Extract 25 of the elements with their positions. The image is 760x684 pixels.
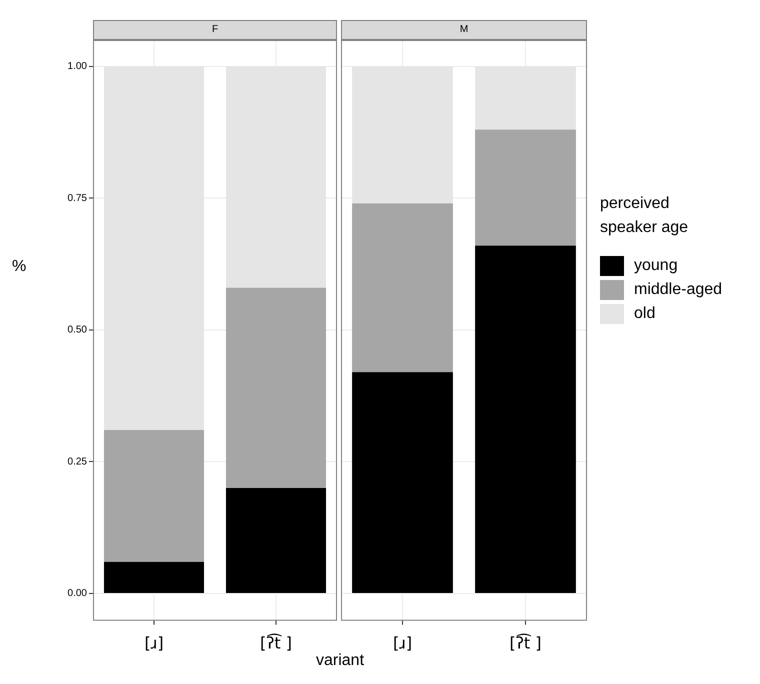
bar (475, 246, 576, 593)
bar (104, 430, 204, 562)
x-tick-label: [ʔ͡t ] (260, 634, 292, 653)
bar (352, 203, 453, 372)
x-tick-label: [ʔ͡t ] (509, 634, 542, 653)
legend-label: young (634, 257, 678, 275)
y-tick-label: 0.75 (68, 192, 88, 204)
y-tick-label: 0.00 (68, 588, 88, 600)
x-axis-title: variant (314, 652, 366, 670)
legend-label: old (634, 305, 656, 323)
y-tick-label: 0.25 (68, 456, 88, 468)
y-tick-label: 0.50 (68, 324, 88, 336)
y-tick-label: 1.00 (68, 61, 88, 72)
x-tick-label: [ɹ] (144, 634, 164, 653)
x-tick-label: [ɹ] (392, 634, 412, 653)
panel-header: F (93, 20, 337, 40)
bar (104, 562, 204, 593)
y-axis-title: % (12, 258, 26, 276)
bar (226, 488, 326, 593)
panel-header: M (341, 20, 587, 40)
legend-label: middle-aged (634, 281, 722, 299)
bar (226, 288, 326, 488)
legend-title: perceived speaker age (600, 194, 690, 238)
bar (475, 130, 576, 246)
bar (352, 372, 453, 593)
